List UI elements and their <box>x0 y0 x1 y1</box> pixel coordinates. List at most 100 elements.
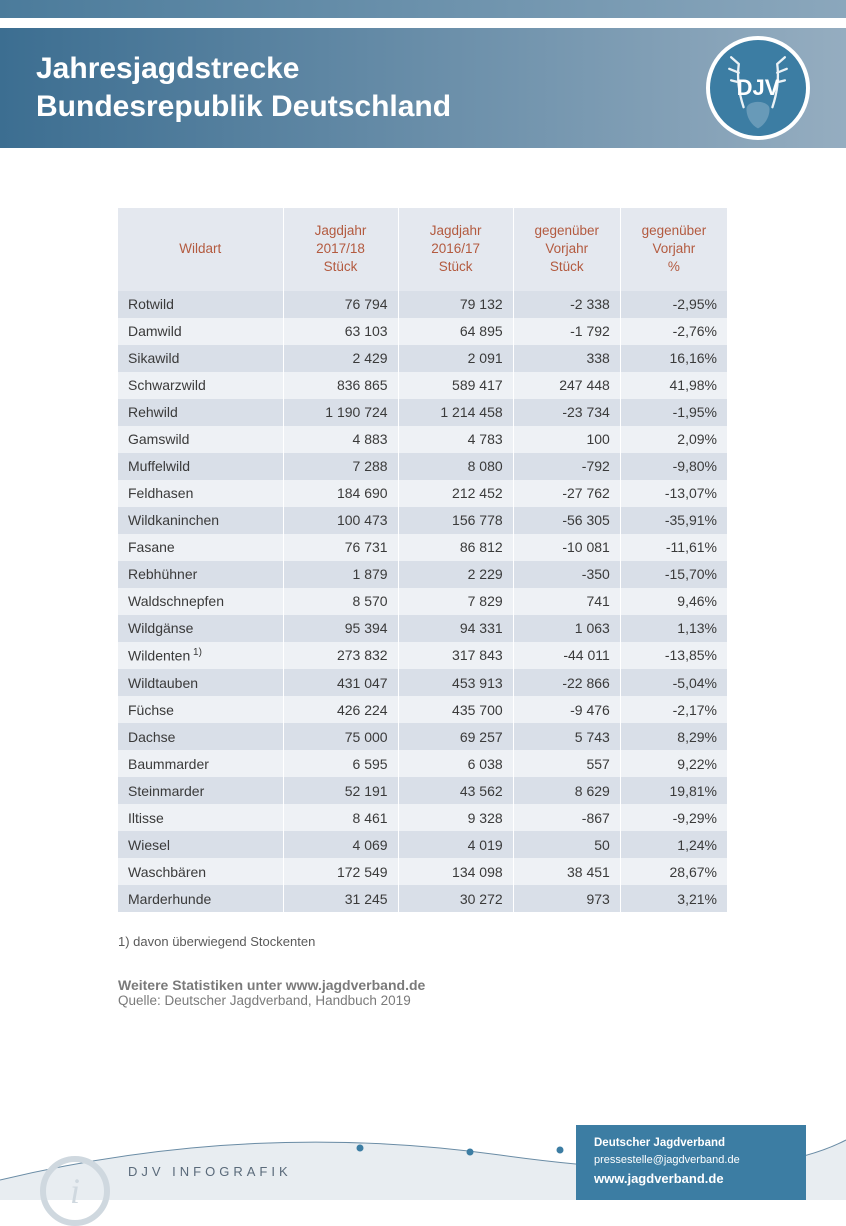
species-name: Baummarder <box>118 750 283 777</box>
info-icon: i <box>40 1156 110 1226</box>
cell-diff: -1 792 <box>513 318 620 345</box>
species-name: Wiesel <box>118 831 283 858</box>
cell-y1617: 134 098 <box>398 858 513 885</box>
cell-diff: 50 <box>513 831 620 858</box>
species-name: Waldschnepfen <box>118 588 283 615</box>
cell-y1718: 6 595 <box>283 750 398 777</box>
cell-pct: -2,76% <box>620 318 727 345</box>
cell-diff: -56 305 <box>513 507 620 534</box>
cell-y1617: 4 019 <box>398 831 513 858</box>
cell-diff: -10 081 <box>513 534 620 561</box>
cell-pct: 19,81% <box>620 777 727 804</box>
cell-y1718: 95 394 <box>283 615 398 642</box>
cell-y1718: 4 883 <box>283 426 398 453</box>
cell-diff: 38 451 <box>513 858 620 885</box>
more-stats-line: Weitere Statistiken unter www.jagdverban… <box>118 977 728 993</box>
cell-diff: 247 448 <box>513 372 620 399</box>
cell-diff: 100 <box>513 426 620 453</box>
species-name: Rebhühner <box>118 561 283 588</box>
table-row: Waldschnepfen8 5707 8297419,46% <box>118 588 728 615</box>
table-row: Baummarder6 5956 0385579,22% <box>118 750 728 777</box>
footer-email: pressestelle@jagdverband.de <box>594 1152 788 1169</box>
cell-y1617: 317 843 <box>398 642 513 670</box>
cell-y1718: 7 288 <box>283 453 398 480</box>
cell-y1718: 75 000 <box>283 723 398 750</box>
cell-y1718: 4 069 <box>283 831 398 858</box>
logo-text: DJV <box>737 75 780 101</box>
cell-y1617: 2 091 <box>398 345 513 372</box>
species-name: Dachse <box>118 723 283 750</box>
title-line-2: Bundesrepublik Deutschland <box>36 88 810 126</box>
cell-diff: 741 <box>513 588 620 615</box>
cell-diff: -23 734 <box>513 399 620 426</box>
species-name: Sikawild <box>118 345 283 372</box>
cell-pct: 2,09% <box>620 426 727 453</box>
cell-y1617: 2 229 <box>398 561 513 588</box>
species-name: Gamswild <box>118 426 283 453</box>
cell-y1617: 156 778 <box>398 507 513 534</box>
header-band: Jahresjagdstrecke Bundesrepublik Deutsch… <box>0 28 846 148</box>
cell-diff: -2 338 <box>513 291 620 318</box>
cell-pct: -9,80% <box>620 453 727 480</box>
cell-y1718: 1 879 <box>283 561 398 588</box>
cell-y1617: 69 257 <box>398 723 513 750</box>
species-name: Feldhasen <box>118 480 283 507</box>
cell-pct: 41,98% <box>620 372 727 399</box>
table-body: Rotwild76 79479 132-2 338-2,95%Damwild63… <box>118 291 728 913</box>
djv-logo-badge: DJV <box>706 36 810 140</box>
footer-site: www.jagdverband.de <box>594 1169 788 1189</box>
species-name: Muffelwild <box>118 453 283 480</box>
cell-pct: 3,21% <box>620 885 727 912</box>
table-row: Damwild63 10364 895-1 792-2,76% <box>118 318 728 345</box>
cell-y1617: 94 331 <box>398 615 513 642</box>
cell-y1617: 6 038 <box>398 750 513 777</box>
table-row: Dachse75 00069 2575 7438,29% <box>118 723 728 750</box>
cell-y1617: 212 452 <box>398 480 513 507</box>
cell-pct: -13,85% <box>620 642 727 670</box>
cell-y1617: 30 272 <box>398 885 513 912</box>
column-header: gegenüberVorjahrStück <box>513 208 620 291</box>
table-row: Schwarzwild836 865589 417247 44841,98% <box>118 372 728 399</box>
cell-y1718: 1 190 724 <box>283 399 398 426</box>
cell-y1718: 63 103 <box>283 318 398 345</box>
cell-y1718: 273 832 <box>283 642 398 670</box>
cell-y1617: 4 783 <box>398 426 513 453</box>
hunting-stats-table: WildartJagdjahr2017/18StückJagdjahr2016/… <box>118 208 728 912</box>
species-name: Iltisse <box>118 804 283 831</box>
species-name: Wildgänse <box>118 615 283 642</box>
cell-y1718: 31 245 <box>283 885 398 912</box>
more-stats-block: Weitere Statistiken unter www.jagdverban… <box>118 977 728 1008</box>
cell-y1617: 64 895 <box>398 318 513 345</box>
species-name: Damwild <box>118 318 283 345</box>
species-name: Wildenten 1) <box>118 642 283 670</box>
cell-diff: 338 <box>513 345 620 372</box>
cell-diff: 1 063 <box>513 615 620 642</box>
cell-diff: -9 476 <box>513 696 620 723</box>
cell-pct: -35,91% <box>620 507 727 534</box>
species-name: Wildkaninchen <box>118 507 283 534</box>
column-header: Jagdjahr2016/17Stück <box>398 208 513 291</box>
table-row: Iltisse8 4619 328-867-9,29% <box>118 804 728 831</box>
species-name: Füchse <box>118 696 283 723</box>
table-row: Waschbären172 549134 09838 45128,67% <box>118 858 728 885</box>
title-line-1: Jahresjagdstrecke <box>36 50 810 88</box>
cell-y1617: 8 080 <box>398 453 513 480</box>
species-name: Waschbären <box>118 858 283 885</box>
footer-org: Deutscher Jagdverband <box>594 1135 788 1152</box>
species-name: Schwarzwild <box>118 372 283 399</box>
cell-pct: -1,95% <box>620 399 727 426</box>
cell-y1617: 453 913 <box>398 669 513 696</box>
cell-y1718: 426 224 <box>283 696 398 723</box>
cell-diff: -44 011 <box>513 642 620 670</box>
column-header: Wildart <box>118 208 283 291</box>
source-line: Quelle: Deutscher Jagdverband, Handbuch … <box>118 993 728 1008</box>
species-name: Wildtauben <box>118 669 283 696</box>
table-row: Füchse426 224435 700-9 476-2,17% <box>118 696 728 723</box>
table-row: Wildtauben431 047453 913-22 866-5,04% <box>118 669 728 696</box>
footnote-marker: 1) <box>190 647 202 658</box>
content-area: WildartJagdjahr2017/18StückJagdjahr2016/… <box>0 148 846 912</box>
table-row: Wildgänse95 39494 3311 0631,13% <box>118 615 728 642</box>
table-row: Wildenten 1)273 832317 843-44 011-13,85% <box>118 642 728 670</box>
cell-pct: -2,17% <box>620 696 727 723</box>
cell-diff: 973 <box>513 885 620 912</box>
